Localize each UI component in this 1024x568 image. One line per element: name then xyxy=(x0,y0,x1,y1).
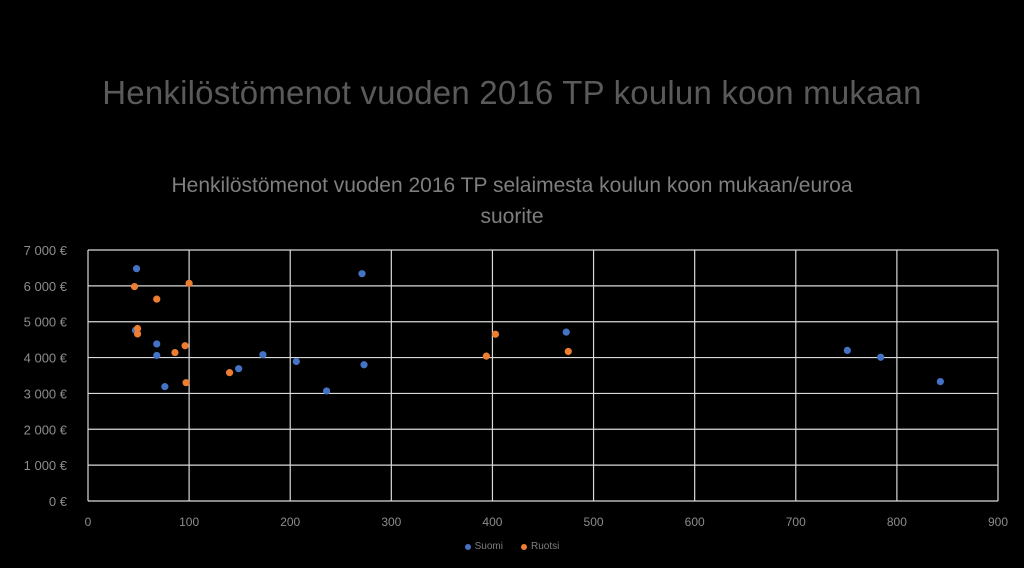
y-tick-label: 6 000 € xyxy=(24,279,68,294)
data-point-suomi xyxy=(153,351,161,360)
legend: Suomi Ruotsi xyxy=(0,541,1024,552)
y-axis-tick-labels: 0 € 1 000 € 2 000 € 3 000 € 4 000 € 5 000 € 6 … xyxy=(24,243,68,509)
data-point-ruotsi xyxy=(491,330,500,338)
x-tick-label: 500 xyxy=(584,515,604,529)
data-point-ruotsi xyxy=(185,279,193,287)
data-point-suomi xyxy=(292,357,300,366)
data-point-ruotsi xyxy=(181,342,189,350)
data-point-ruotsi xyxy=(171,348,179,357)
data-point-ruotsi xyxy=(564,347,572,356)
y-tick-label: 2 000 € xyxy=(24,422,68,437)
y-tick-label: 7 000 € xyxy=(24,243,68,258)
legend-swatch-suomi xyxy=(464,543,471,550)
data-point-ruotsi xyxy=(130,282,139,291)
grid-lines xyxy=(87,249,999,502)
data-point-suomi xyxy=(360,361,368,369)
legend-item-suomi: Suomi xyxy=(464,541,503,552)
x-axis-tick-labels: 0 100 200 300 400 500 600 700 800 900 xyxy=(85,515,1009,529)
y-tick-label: 0 € xyxy=(49,494,68,509)
data-point-ruotsi xyxy=(133,330,142,338)
x-tick-label: 700 xyxy=(786,515,806,529)
y-tick-label: 4 000 € xyxy=(24,351,68,366)
data-point-suomi xyxy=(153,340,161,348)
x-tick-label: 900 xyxy=(988,515,1008,529)
x-tick-label: 100 xyxy=(179,515,199,529)
y-tick-label: 1 000 € xyxy=(24,458,68,473)
x-tick-label: 0 xyxy=(85,515,92,529)
data-point-suomi xyxy=(562,328,570,336)
x-tick-label: 400 xyxy=(482,515,502,529)
data-point-ruotsi xyxy=(182,379,190,387)
chart-title: Henkilöstömenot vuoden 2016 TP selaimest… xyxy=(112,170,912,232)
data-point-suomi xyxy=(259,351,267,359)
y-tick-label: 5 000 € xyxy=(24,315,68,330)
data-point-ruotsi xyxy=(133,324,142,333)
data-point-suomi xyxy=(936,377,944,386)
data-point-suomi xyxy=(161,383,169,391)
legend-item-ruotsi: Ruotsi xyxy=(521,541,559,552)
data-point-suomi xyxy=(843,346,851,354)
legend-label-suomi: Suomi xyxy=(474,541,503,552)
slide-title: Henkilöstömenot vuoden 2016 TP koulun ko… xyxy=(102,74,922,111)
legend-swatch-ruotsi xyxy=(521,543,527,550)
data-point-suomi xyxy=(877,353,885,361)
data-point-ruotsi xyxy=(153,295,161,303)
data-point-ruotsi xyxy=(225,369,234,377)
data-points xyxy=(130,265,944,395)
data-point-suomi xyxy=(323,387,331,395)
x-tick-label: 600 xyxy=(685,515,705,529)
x-tick-label: 300 xyxy=(381,515,401,529)
data-point-suomi xyxy=(132,265,141,273)
data-point-suomi xyxy=(358,270,366,278)
x-tick-label: 800 xyxy=(887,515,907,529)
chart-title-line-1: Henkilöstömenot vuoden 2016 TP selaimest… xyxy=(171,174,853,197)
x-tick-label: 200 xyxy=(280,515,300,529)
data-point-ruotsi xyxy=(482,352,490,360)
y-tick-label: 3 000 € xyxy=(24,386,68,401)
chart-title-line-2: suorite xyxy=(480,205,544,228)
legend-label-ruotsi: Ruotsi xyxy=(531,541,560,552)
data-point-suomi xyxy=(235,365,243,373)
